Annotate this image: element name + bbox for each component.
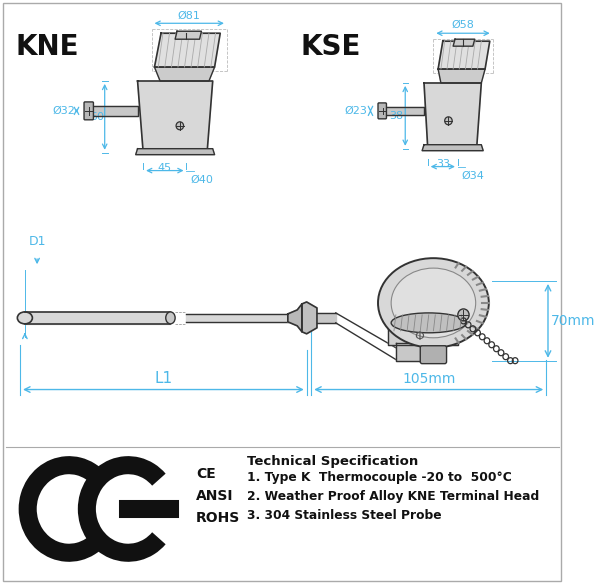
Text: KNE: KNE <box>16 33 79 61</box>
Text: ANSI: ANSI <box>196 489 233 503</box>
Text: Ø34: Ø34 <box>462 171 485 180</box>
Polygon shape <box>302 302 317 334</box>
Text: KSE: KSE <box>300 33 361 61</box>
FancyBboxPatch shape <box>3 4 561 580</box>
Ellipse shape <box>378 258 489 347</box>
Polygon shape <box>317 313 335 323</box>
Polygon shape <box>136 149 214 155</box>
Text: 45: 45 <box>158 162 172 172</box>
Polygon shape <box>422 145 483 151</box>
Text: 105mm: 105mm <box>402 371 455 385</box>
Ellipse shape <box>17 312 32 324</box>
Text: Ø32: Ø32 <box>53 106 75 116</box>
Text: ROHS: ROHS <box>196 511 240 525</box>
Polygon shape <box>155 33 220 67</box>
Polygon shape <box>25 312 171 324</box>
Polygon shape <box>388 328 458 345</box>
Text: Ø40: Ø40 <box>190 175 213 185</box>
Text: 2. Weather Proof Alloy KNE Terminal Head: 2. Weather Proof Alloy KNE Terminal Head <box>247 490 540 503</box>
FancyBboxPatch shape <box>420 346 447 364</box>
Polygon shape <box>438 69 485 83</box>
Ellipse shape <box>391 268 476 338</box>
FancyBboxPatch shape <box>84 102 93 120</box>
Text: Ø58: Ø58 <box>452 20 474 30</box>
Polygon shape <box>396 343 444 361</box>
Text: Φ: Φ <box>415 331 424 343</box>
Text: 38: 38 <box>389 111 403 121</box>
Polygon shape <box>453 39 475 46</box>
Text: 1. Type K  Thermocouple -20 to  500°C: 1. Type K Thermocouple -20 to 500°C <box>247 471 512 484</box>
Polygon shape <box>385 107 424 115</box>
Circle shape <box>176 122 183 130</box>
Circle shape <box>458 309 469 321</box>
Text: 3. 304 Stainless Steel Probe: 3. 304 Stainless Steel Probe <box>247 509 442 522</box>
Ellipse shape <box>166 312 175 324</box>
Text: 50: 50 <box>90 112 104 122</box>
Text: Technical Specification: Technical Specification <box>247 455 419 468</box>
FancyBboxPatch shape <box>378 103 386 119</box>
Text: Ø23: Ø23 <box>345 106 368 116</box>
Polygon shape <box>438 41 490 69</box>
Polygon shape <box>90 106 138 116</box>
Text: 70mm: 70mm <box>551 314 595 328</box>
Polygon shape <box>424 83 482 149</box>
Text: Ø81: Ø81 <box>178 11 201 20</box>
Text: CE: CE <box>196 467 216 481</box>
Polygon shape <box>138 81 213 152</box>
Circle shape <box>444 117 452 125</box>
Text: L1: L1 <box>155 371 173 385</box>
Polygon shape <box>288 304 302 332</box>
Polygon shape <box>186 314 288 322</box>
Ellipse shape <box>391 313 466 333</box>
Text: 33: 33 <box>436 159 450 169</box>
Polygon shape <box>175 32 201 39</box>
Polygon shape <box>155 67 214 81</box>
Text: D1: D1 <box>28 235 46 248</box>
